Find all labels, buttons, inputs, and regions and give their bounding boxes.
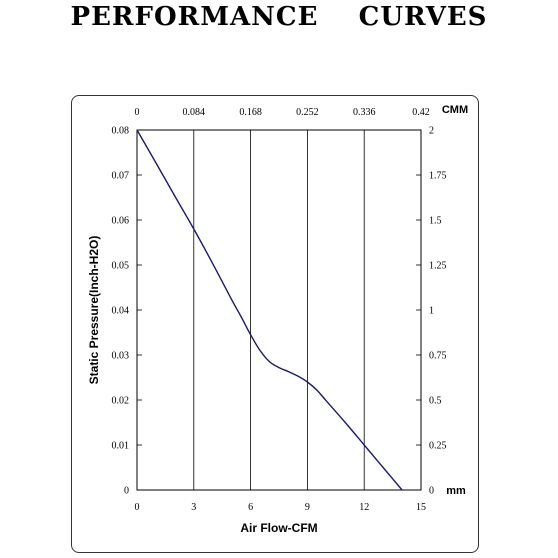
- grid-layer: [193, 130, 365, 490]
- top-tick-label: 0.336: [353, 107, 376, 118]
- top-tick-label: 0.252: [296, 107, 319, 118]
- y-tick-label: 0: [124, 486, 129, 497]
- y-tick-label: 0.02: [112, 396, 130, 407]
- x-tick-label: 15: [416, 502, 426, 513]
- top-tick-label: 0.42: [412, 107, 430, 118]
- labels-layer: 0 00.01 0.250.02 0.50.03 0.750.04 10.05 1.250.…: [112, 107, 447, 513]
- y-tick-label: 0.06: [112, 216, 130, 227]
- y-axis-label: Static Pressure(Inch-H2O): [87, 236, 101, 385]
- right-tick-label: 1.5: [429, 216, 442, 227]
- y-tick-label: 0.08: [112, 126, 130, 137]
- y-tick-label: 0.07: [112, 171, 130, 182]
- right-tick-label: 1.75: [429, 171, 447, 182]
- x-axis-label: Air Flow-CFM: [240, 521, 317, 535]
- right-tick-label: 1: [429, 306, 434, 317]
- top-tick-label: 0.168: [239, 107, 262, 118]
- top-tick-label: 0.084: [183, 107, 206, 118]
- x-tick-label: 6: [248, 502, 253, 513]
- y-tick-label: 0.03: [112, 351, 130, 362]
- y-tick-label: 0.04: [112, 306, 130, 317]
- y-tick-label: 0.05: [112, 261, 130, 272]
- right-tick-label: 0.75: [429, 351, 447, 362]
- y-tick-label: 0.01: [112, 441, 130, 452]
- right-tick-label: 1.25: [429, 261, 447, 272]
- right-tick-label: 2: [429, 126, 434, 137]
- page-title: PERFORMANCE CURVES: [70, 2, 488, 32]
- right-tick-label: 0.5: [429, 396, 442, 407]
- right-tick-label: 0.25: [429, 441, 447, 452]
- top-axis-unit: CMM: [442, 104, 468, 116]
- x-tick-label: 0: [135, 502, 140, 513]
- x-tick-label: 9: [305, 502, 310, 513]
- plot-area: [136, 129, 422, 491]
- series-line: [136, 129, 403, 491]
- chart-frame: [71, 95, 479, 553]
- ticks-layer: [137, 129, 421, 491]
- top-tick-label: 0: [135, 107, 140, 118]
- x-tick-label: 12: [359, 502, 369, 513]
- right-tick-label: 0: [429, 486, 434, 497]
- right-axis-unit: mm: [446, 485, 466, 497]
- x-tick-label: 3: [191, 502, 196, 513]
- series-layer: [136, 129, 403, 491]
